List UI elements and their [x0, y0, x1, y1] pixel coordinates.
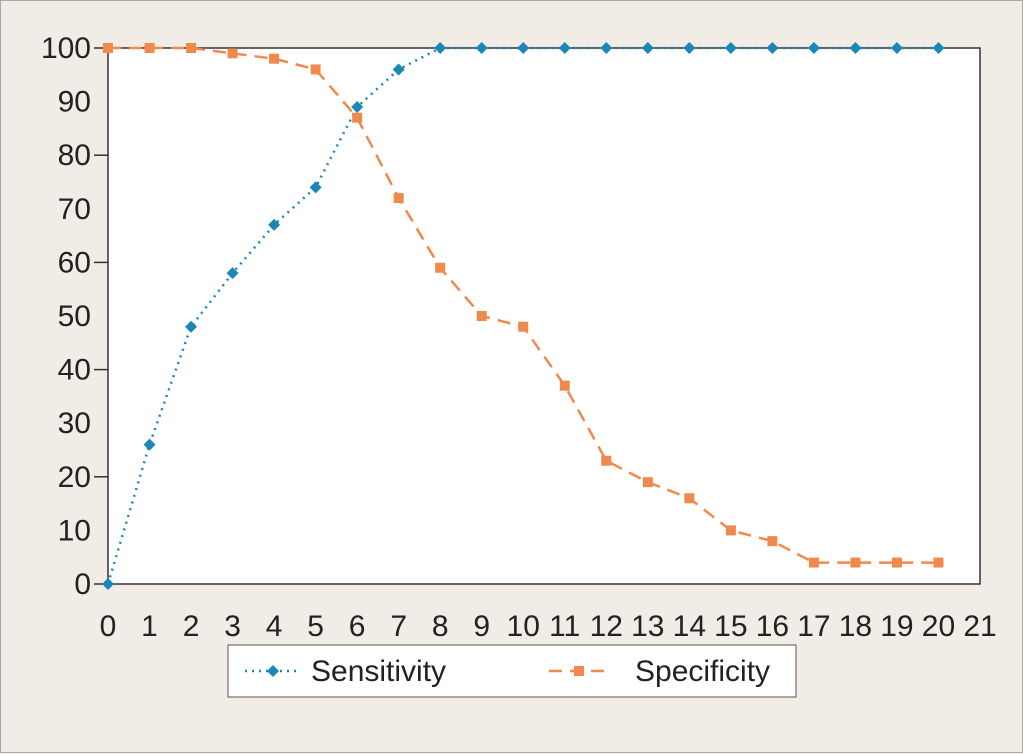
data-point-specificity — [144, 43, 155, 53]
legend-label-sensitivity: Sensitivity — [311, 655, 446, 688]
data-point-sensitivity — [932, 42, 945, 54]
data-point-sensitivity — [724, 42, 737, 54]
x-tick-label: 13 — [631, 610, 664, 643]
legend-marker-specificity — [574, 666, 584, 676]
data-point-sensitivity — [351, 100, 364, 113]
data-point-sensitivity — [683, 42, 696, 54]
x-tick-label: 10 — [507, 610, 540, 643]
data-point-specificity — [352, 112, 363, 123]
x-tick-label: 8 — [432, 610, 449, 643]
data-point-sensitivity — [890, 42, 903, 54]
data-point-sensitivity — [268, 218, 281, 231]
data-point-sensitivity — [475, 42, 488, 54]
y-tick-label: 30 — [58, 407, 91, 440]
data-point-specificity — [850, 557, 861, 568]
data-point-sensitivity — [641, 42, 654, 54]
y-tick-label: 0 — [74, 568, 91, 601]
y-tick-label: 70 — [58, 193, 91, 226]
x-tick-label: 15 — [714, 610, 747, 643]
data-point-specificity — [518, 321, 529, 332]
data-point-specificity — [684, 493, 695, 504]
x-tick-label: 11 — [549, 610, 580, 643]
x-tick-label: 16 — [756, 610, 789, 643]
data-point-specificity — [103, 43, 113, 53]
y-tick-label: 60 — [58, 246, 91, 279]
data-point-sensitivity — [517, 42, 530, 54]
x-tick-label: 7 — [390, 610, 407, 643]
y-tick-label: 100 — [41, 32, 91, 65]
data-point-sensitivity — [807, 42, 820, 54]
x-tick-label: 17 — [797, 610, 830, 643]
y-tick-label: 20 — [58, 461, 91, 494]
data-point-specificity — [601, 455, 612, 466]
x-tick-label: 9 — [473, 610, 490, 643]
x-tick-label: 21 — [963, 610, 996, 643]
x-tick-label: 5 — [307, 610, 324, 643]
x-tick-label: 20 — [922, 610, 955, 643]
x-tick-label: 2 — [183, 610, 200, 643]
legend-label-specificity: Specificity — [635, 655, 770, 688]
data-point-specificity — [767, 536, 778, 547]
data-point-specificity — [891, 557, 902, 568]
data-point-specificity — [559, 380, 570, 391]
x-tick-label: 19 — [880, 610, 913, 643]
data-point-specificity — [186, 43, 197, 53]
data-point-specificity — [393, 193, 404, 204]
y-tick-label: 40 — [58, 354, 91, 387]
data-point-sensitivity — [392, 63, 405, 76]
x-tick-label: 0 — [100, 610, 117, 643]
data-point-sensitivity — [849, 42, 862, 54]
data-point-specificity — [933, 557, 944, 568]
x-tick-label: 3 — [224, 610, 241, 643]
x-tick-label: 14 — [673, 610, 706, 643]
y-tick-label: 50 — [58, 300, 91, 333]
legend-marker-sensitivity — [267, 665, 279, 677]
data-point-specificity — [808, 557, 819, 568]
plot-area — [107, 47, 981, 585]
data-point-specificity — [310, 64, 321, 75]
data-point-specificity — [435, 262, 446, 273]
y-tick-label: 80 — [58, 139, 91, 172]
data-point-sensitivity — [309, 181, 322, 194]
x-tick-label: 4 — [266, 610, 283, 643]
data-point-specificity — [476, 311, 487, 321]
data-point-specificity — [725, 525, 736, 536]
data-point-sensitivity — [766, 42, 779, 54]
data-point-sensitivity — [558, 42, 571, 54]
data-point-sensitivity — [226, 267, 239, 280]
x-tick-label: 1 — [141, 610, 158, 643]
data-point-sensitivity — [434, 42, 447, 54]
data-point-sensitivity — [102, 578, 114, 590]
y-tick-label: 10 — [58, 514, 91, 547]
x-tick-label: 18 — [839, 610, 872, 643]
legend — [227, 644, 797, 698]
y-tick-label: 90 — [58, 86, 91, 119]
x-tick-label: 6 — [349, 610, 366, 643]
data-point-specificity — [227, 48, 238, 59]
data-point-specificity — [269, 53, 280, 64]
data-point-sensitivity — [143, 438, 156, 451]
data-point-sensitivity — [600, 42, 613, 54]
x-tick-label: 12 — [590, 610, 623, 643]
data-point-specificity — [642, 477, 653, 488]
data-point-sensitivity — [185, 320, 198, 333]
